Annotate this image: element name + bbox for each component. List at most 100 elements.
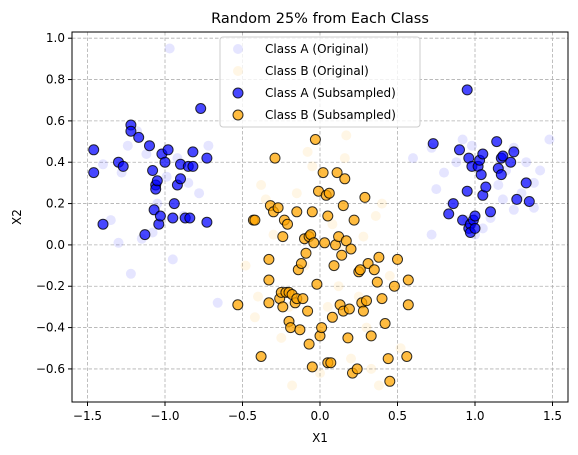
point-class-b-subsampled — [308, 237, 320, 249]
point-class-b-subsampled — [373, 251, 385, 263]
point-class-b-subsampled — [351, 363, 363, 375]
x-tick-label: −1.5 — [73, 409, 102, 423]
point-class-b-subsampled — [303, 338, 315, 350]
point-class-a-subsampled — [88, 144, 100, 156]
y-tick-label: 0.0 — [46, 238, 65, 252]
point-class-b-subsampled — [376, 293, 388, 305]
point-class-b-subsampled — [382, 353, 394, 365]
y-axis-label: X2 — [10, 209, 24, 225]
point-class-a-original — [521, 157, 532, 168]
point-class-a-subsampled — [511, 193, 523, 205]
point-class-a-subsampled — [505, 156, 517, 168]
point-class-b-original — [253, 291, 263, 302]
point-class-a-subsampled — [88, 167, 100, 179]
x-tick-label: 1.5 — [543, 409, 562, 423]
point-class-b-original — [249, 312, 260, 323]
point-class-a-subsampled — [97, 218, 109, 230]
point-class-b-original — [307, 161, 318, 172]
point-class-b-subsampled — [294, 324, 306, 336]
point-class-a-subsampled — [168, 198, 180, 210]
y-tick-label: 0.8 — [46, 73, 65, 87]
point-class-b-subsampled — [316, 322, 328, 334]
point-class-b-subsampled — [328, 260, 340, 272]
point-class-a-original — [466, 140, 477, 151]
y-tick-label: 0.2 — [46, 197, 65, 211]
point-class-a-original — [122, 140, 133, 151]
point-class-a-original — [164, 43, 175, 54]
point-class-b-subsampled — [306, 206, 318, 218]
point-class-b-subsampled — [306, 361, 318, 373]
point-class-b-subsampled — [272, 202, 284, 214]
point-class-b-subsampled — [357, 305, 369, 317]
point-class-a-original — [431, 184, 442, 195]
point-class-b-subsampled — [361, 295, 372, 307]
point-class-a-original — [203, 140, 214, 151]
point-class-a-original — [98, 159, 108, 170]
point-class-a-subsampled — [175, 173, 186, 185]
point-class-a-original — [105, 215, 116, 226]
point-class-a-original — [113, 237, 124, 248]
point-class-b-original — [384, 270, 395, 281]
point-class-a-original — [408, 153, 418, 164]
point-class-b-subsampled — [401, 351, 413, 362]
point-class-b-subsampled — [263, 297, 275, 309]
point-class-a-subsampled — [427, 138, 439, 150]
point-class-b-subsampled — [384, 375, 396, 387]
point-class-b-subsampled — [331, 167, 343, 179]
point-class-b-subsampled — [255, 351, 267, 362]
point-class-a-original — [194, 188, 205, 199]
point-class-b-subsampled — [249, 214, 261, 226]
point-class-b-original — [358, 231, 369, 242]
point-class-b-original — [256, 180, 267, 190]
point-class-a-subsampled — [520, 177, 532, 189]
ticks-layer: −1.5 −1.0 −0.5 0.0 0.5 1.0 1.5 −0.6 −0.4 −0.2 0.0 0… — [36, 31, 562, 423]
point-class-a-subsampled — [187, 160, 199, 172]
point-class-b-subsampled — [232, 299, 244, 311]
legend-marker-class-a-subsampled — [232, 87, 244, 99]
point-class-a-subsampled — [201, 216, 213, 228]
point-class-a-original — [212, 297, 223, 308]
point-class-a-subsampled — [162, 144, 174, 156]
x-axis-label: X1 — [312, 431, 328, 445]
point-class-b-original — [361, 322, 372, 333]
point-class-b-subsampled — [282, 218, 293, 230]
point-class-a-subsampled — [480, 181, 492, 193]
point-class-b-original — [276, 332, 287, 343]
point-class-b-subsampled — [277, 231, 289, 243]
point-class-b-subsampled — [300, 247, 312, 259]
point-class-b-subsampled — [354, 264, 366, 276]
point-class-a-original — [161, 171, 172, 182]
point-class-b-subsampled — [263, 253, 275, 265]
point-class-a-original — [477, 223, 488, 234]
point-class-a-subsampled — [461, 185, 473, 197]
point-class-a-subsampled — [184, 212, 196, 224]
point-class-a-subsampled — [195, 103, 207, 114]
point-class-a-subsampled — [497, 150, 509, 162]
point-class-b-original — [302, 146, 313, 157]
point-class-a-subsampled — [523, 196, 535, 207]
point-class-b-subsampled — [340, 235, 352, 247]
y-tick-label: 0.6 — [46, 114, 65, 128]
point-class-a-subsampled — [117, 160, 129, 172]
point-class-a-original — [528, 177, 539, 188]
point-class-a-subsampled — [447, 198, 459, 210]
point-class-a-subsampled — [469, 210, 481, 222]
point-class-b-subsampled — [342, 332, 354, 344]
point-class-a-subsampled — [159, 156, 171, 168]
point-class-b-original — [240, 260, 251, 271]
point-class-b-subsampled — [368, 264, 380, 276]
point-class-b-subsampled — [323, 187, 335, 199]
point-class-a-original — [141, 149, 152, 159]
point-class-b-original — [373, 380, 384, 391]
y-tick-label: −0.4 — [36, 321, 65, 335]
point-class-b-subsampled — [319, 237, 331, 249]
point-class-a-subsampled — [147, 165, 159, 176]
legend-marker-class-b-original — [233, 66, 243, 76]
point-class-b-subsampled — [322, 210, 334, 222]
point-class-a-subsampled — [201, 152, 213, 164]
point-class-b-subsampled — [285, 322, 297, 334]
chart-title: Random 25% from Each Class — [211, 11, 429, 27]
point-class-b-subsampled — [365, 330, 377, 342]
point-class-a-original — [535, 165, 546, 176]
